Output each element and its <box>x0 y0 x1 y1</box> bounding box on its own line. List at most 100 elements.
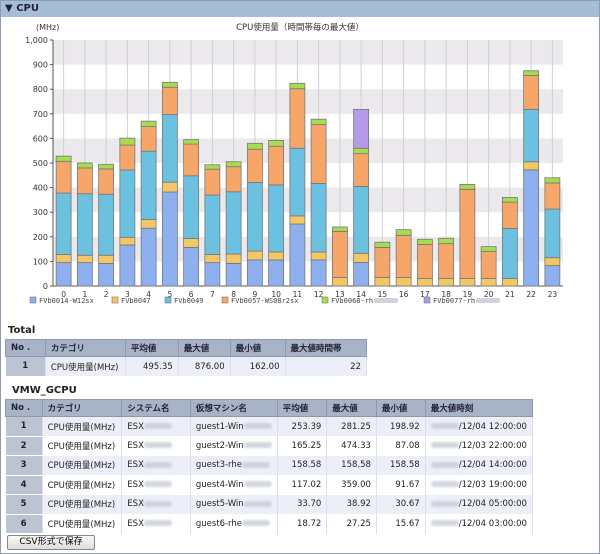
bar-segment-2[interactable] <box>225 191 242 255</box>
bar-segment-2[interactable] <box>76 193 93 256</box>
bar-segment-1[interactable] <box>119 236 136 246</box>
bar-segment-3[interactable] <box>395 234 412 278</box>
bar-segment-4[interactable] <box>523 70 540 76</box>
bar-segment-3[interactable] <box>183 143 200 177</box>
column-header[interactable]: 最大値 <box>177 339 231 357</box>
bar-segment-4[interactable] <box>289 82 306 90</box>
bar-segment-3[interactable] <box>161 86 178 115</box>
bar-segment-0[interactable] <box>544 265 561 287</box>
legend-label[interactable]: FVb0049 <box>174 297 204 305</box>
bar-segment-3[interactable] <box>246 148 263 183</box>
bar-segment-2[interactable] <box>183 175 200 239</box>
bar-segment-4[interactable] <box>395 229 412 236</box>
column-header[interactable]: No . <box>5 399 43 417</box>
bar-segment-1[interactable] <box>140 219 157 229</box>
bar-segment-0[interactable] <box>183 246 200 287</box>
table-row[interactable]: 2 CPU使用量(MHz) ESX guest2-Win 165.25 474.33 87.… <box>5 436 534 456</box>
table-row[interactable]: 6 CPU使用量(MHz) ESX guest6-rhe 18.72 27.25 15.67… <box>5 514 534 534</box>
column-header[interactable]: 仮想マシン名 <box>189 399 278 417</box>
collapse-arrow-icon[interactable]: ▼ <box>5 3 13 14</box>
bar-segment-0[interactable] <box>55 262 72 287</box>
bar-segment-1[interactable] <box>204 254 221 264</box>
bar-segment-4[interactable] <box>331 226 348 232</box>
bar-segment-1[interactable] <box>268 251 285 261</box>
bar-segment-2[interactable] <box>204 194 221 255</box>
column-header[interactable]: システム名 <box>121 399 191 417</box>
bar-segment-1[interactable] <box>459 277 476 287</box>
bar-segment-4[interactable] <box>140 120 157 127</box>
bar-segment-3[interactable] <box>119 144 136 171</box>
bar-segment-4[interactable] <box>310 118 327 126</box>
bar-segment-3[interactable] <box>289 88 306 149</box>
bar-segment-2[interactable] <box>55 192 72 255</box>
bar-segment-1[interactable] <box>501 277 518 287</box>
bar-segment-3[interactable] <box>55 160 72 194</box>
column-header[interactable]: 最小値 <box>375 399 426 417</box>
bar-segment-1[interactable] <box>374 276 391 287</box>
bar-segment-3[interactable] <box>98 168 115 195</box>
bar-segment-1[interactable] <box>544 257 561 266</box>
bar-segment-0[interactable] <box>161 191 178 287</box>
bar-segment-1[interactable] <box>161 181 178 193</box>
bar-segment-4[interactable] <box>480 246 497 252</box>
bar-segment-3[interactable] <box>140 126 157 152</box>
bar-segment-0[interactable] <box>76 262 93 287</box>
column-header[interactable]: 最大値時間帯 <box>284 339 367 357</box>
bar-segment-0[interactable] <box>119 244 136 287</box>
bar-segment-0[interactable] <box>98 262 115 287</box>
bar-segment-1[interactable] <box>395 276 412 287</box>
bar-segment-4[interactable] <box>501 197 518 203</box>
bar-segment-1[interactable] <box>183 238 200 248</box>
legend-label[interactable]: FVb0014-W12sx <box>39 297 94 305</box>
bar-segment-4[interactable] <box>55 155 72 162</box>
bar-segment-0[interactable] <box>268 259 285 287</box>
column-header[interactable]: 最大値 <box>326 399 377 417</box>
bar-segment-1[interactable] <box>246 250 263 261</box>
bar-segment-3[interactable] <box>225 166 242 193</box>
bar-segment-3[interactable] <box>459 188 476 279</box>
bar-segment-4[interactable] <box>374 241 391 248</box>
bar-segment-4[interactable] <box>438 237 455 245</box>
bar-segment-1[interactable] <box>98 254 115 264</box>
table-row[interactable]: 1 CPU使用量(MHz) 495.35 876.00 162.00 22 <box>5 356 367 377</box>
bar-segment-2[interactable] <box>544 208 561 259</box>
bar-segment-2[interactable] <box>501 228 518 279</box>
column-header[interactable]: 最小値 <box>229 339 286 357</box>
bar-segment-4[interactable] <box>268 139 285 147</box>
bar-segment-5[interactable] <box>353 108 370 149</box>
bar-segment-2[interactable] <box>523 108 540 163</box>
bar-segment-1[interactable] <box>353 252 370 263</box>
bar-segment-3[interactable] <box>353 153 370 187</box>
table-row[interactable]: 1 CPU使用量(MHz) ESX guest1-Win 253.39 281.25 198… <box>5 416 534 437</box>
bar-segment-1[interactable] <box>55 254 72 264</box>
bar-segment-0[interactable] <box>353 261 370 287</box>
bar-segment-2[interactable] <box>353 185 370 254</box>
legend-label[interactable]: FVb0077-rh <box>433 297 475 305</box>
bar-segment-2[interactable] <box>119 169 136 238</box>
bar-segment-4[interactable] <box>225 161 242 168</box>
legend-label[interactable]: FVb0068-rh <box>331 297 373 305</box>
bar-segment-4[interactable] <box>76 162 93 169</box>
bar-segment-4[interactable] <box>119 137 136 146</box>
column-header[interactable]: No . <box>5 339 46 357</box>
bar-segment-1[interactable] <box>523 161 540 171</box>
bar-segment-3[interactable] <box>204 168 221 196</box>
bar-segment-2[interactable] <box>310 183 327 253</box>
bar-segment-0[interactable] <box>246 259 263 287</box>
bar-segment-3[interactable] <box>544 182 561 210</box>
bar-segment-1[interactable] <box>416 277 433 287</box>
bar-segment-1[interactable] <box>289 215 306 225</box>
bar-segment-0[interactable] <box>225 262 242 287</box>
column-header[interactable]: 最大値時刻 <box>424 399 534 417</box>
bar-segment-1[interactable] <box>76 254 93 264</box>
column-header[interactable]: カテゴリ <box>41 399 123 417</box>
column-header[interactable]: 平均値 <box>124 339 179 357</box>
table-row[interactable]: 4 CPU使用量(MHz) ESX guest4-Win 117.02 359.00 91.… <box>5 475 534 495</box>
bar-segment-0[interactable] <box>289 223 306 287</box>
bar-segment-0[interactable] <box>140 227 157 287</box>
bar-segment-3[interactable] <box>523 75 540 110</box>
bar-segment-4[interactable] <box>459 184 476 190</box>
bar-segment-3[interactable] <box>76 167 93 195</box>
bar-segment-1[interactable] <box>480 277 497 287</box>
bar-segment-0[interactable] <box>523 169 540 287</box>
